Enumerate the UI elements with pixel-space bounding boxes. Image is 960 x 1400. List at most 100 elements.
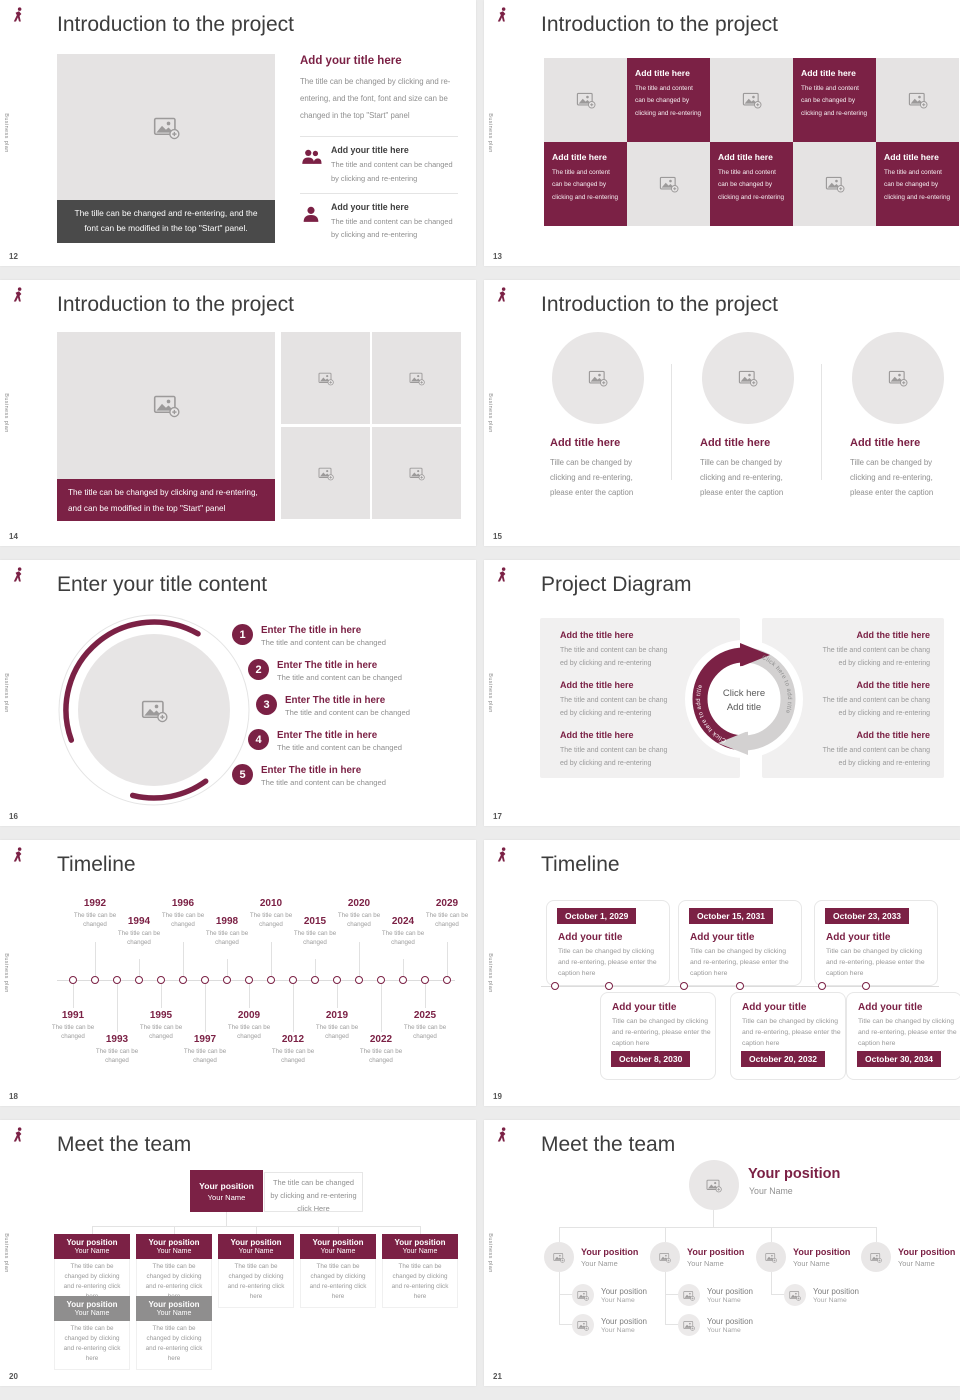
number-badge: 4 [248, 729, 269, 750]
position-label: Your position [707, 1316, 753, 1326]
image-placeholder [57, 332, 275, 479]
list-item: Add your title here The title and conten… [300, 136, 458, 192]
item-body: The title and content can be chang [822, 747, 930, 754]
brand-logo-icon [11, 286, 24, 304]
image-placeholder-icon [888, 369, 908, 387]
position-label: Your position [230, 1238, 282, 1247]
slide-14-thumbnail[interactable]: Business plan Introduction to the projec… [0, 280, 476, 546]
timeline-node [736, 982, 744, 990]
team-member: Your position Your Name [678, 1314, 753, 1336]
person-icon [300, 205, 322, 224]
timeline-node [157, 976, 165, 984]
date-badge: October 20, 2032 [741, 1051, 826, 1067]
slide-title: Introduction to the project [541, 293, 778, 316]
timeline-node [333, 976, 341, 984]
date-badge: October 15, 2031 [689, 908, 774, 924]
item-body: Title can be changed by clicking and re-… [858, 1018, 957, 1048]
connector-line [183, 942, 184, 979]
item-body: Tille can be changed by clicking and re-… [550, 458, 634, 498]
entry-body: The title can be changed [227, 1024, 271, 1041]
date-badge: October 30, 2034 [857, 1051, 942, 1067]
slide-number: 15 [493, 532, 502, 541]
list-item: Add the title here The title and content … [814, 630, 930, 671]
timeline-entry: 1993 The title can be changed [93, 1034, 141, 1066]
item-body: The title and content can be changed [261, 778, 386, 787]
date-badge: October 23, 2033 [825, 908, 910, 924]
list-item: Add the title here The title and content … [560, 630, 676, 671]
slide-15-thumbnail[interactable]: Business plan Introduction to the projec… [484, 280, 960, 546]
slide-21-thumbnail[interactable]: Business plan Meet the team Your positio… [484, 1120, 960, 1386]
timeline-node [421, 976, 429, 984]
entry-body: The title can be changed [51, 1024, 95, 1041]
name-label: Your Name [813, 1296, 847, 1304]
tile-title: Add title here [884, 152, 939, 162]
entry-body: The title can be changed [271, 1048, 315, 1065]
position-label: Your position [66, 1238, 118, 1247]
connector-line [117, 981, 118, 1032]
number-badge: 3 [256, 694, 277, 715]
connector-line [665, 1272, 666, 1325]
image-placeholder-icon [409, 466, 425, 481]
slide-16-thumbnail[interactable]: Business plan Enter your title content 1… [0, 560, 476, 826]
org-member-box: Your position Your Name The title can be … [54, 1296, 130, 1371]
position-label: Your position [898, 1246, 956, 1257]
item-body: ed by clicking and re-entering [838, 760, 930, 768]
avatar [861, 1242, 891, 1272]
slide-number: 20 [9, 1372, 18, 1381]
entry-body: The title can be changed [95, 1048, 139, 1065]
org-member-box: Your position Your Name The title can be … [382, 1234, 458, 1309]
position-label: Your position [148, 1238, 200, 1247]
name-label: Your Name [581, 1258, 618, 1268]
name-label: Your Name [601, 1296, 635, 1304]
item-title: Add title here [550, 437, 621, 449]
slide-20-thumbnail[interactable]: Business plan Meet the team Your positio… [0, 1120, 476, 1386]
image-placeholder [141, 698, 168, 728]
list-item: Add the title here The title and content … [560, 730, 676, 771]
year-label: 2024 [391, 916, 415, 927]
entry-body: The title can be changed [425, 912, 469, 929]
entry-body: The title can be changed [403, 1024, 447, 1041]
slide-number: 12 [9, 252, 18, 261]
connector-line [403, 959, 404, 979]
connector-line [559, 1227, 876, 1228]
tile-body: The title and content can be changed by … [718, 169, 785, 201]
item-title: Enter The title in here [285, 695, 386, 706]
slide-title: Meet the team [57, 1133, 192, 1156]
slide-17-thumbnail[interactable]: Business plan Project Diagram Add the ti… [484, 560, 960, 826]
image-placeholder-icon [577, 1290, 589, 1301]
timeline-entry: 1998 The title can be changed [203, 916, 251, 948]
timeline-card: Add your title Title can be changed by c… [600, 992, 716, 1080]
item-body: ed by clicking and re-entering [838, 660, 930, 668]
timeline-node [91, 976, 99, 984]
image-placeholder-icon [683, 1320, 695, 1331]
timeline-node [179, 976, 187, 984]
slide-18-thumbnail[interactable]: Business plan Timeline 1991 The title can… [0, 840, 476, 1106]
name-label: Your Name [707, 1326, 741, 1334]
feature-column: Add title here Tille can be changed by c… [850, 332, 946, 501]
slide-13-thumbnail[interactable]: Business plan Introduction to the projec… [484, 0, 960, 266]
timeline-entry: 2012 The title can be changed [269, 1034, 317, 1066]
slide-12-thumbnail[interactable]: Business plan Introduction to the projec… [0, 0, 476, 266]
entry-body: The title can be changed [183, 1048, 227, 1065]
image-placeholder-icon [141, 698, 168, 723]
side-label: Business plan [487, 1233, 493, 1273]
slide-title: Meet the team [541, 1133, 676, 1156]
position-label: Your position [199, 1180, 254, 1191]
image-placeholder-icon [825, 175, 845, 193]
list-item: 4 Enter The title in here The title and c… [248, 729, 410, 752]
year-label: 1993 [105, 1034, 129, 1045]
side-label: Business plan [3, 673, 9, 713]
item-title: Add the title here [856, 730, 930, 740]
tile-body: The title and content can be changed by … [884, 169, 951, 201]
timeline-node [399, 976, 407, 984]
connector-line [161, 981, 162, 1008]
slide-number: 17 [493, 812, 502, 821]
item-title: Add the title here [560, 680, 634, 690]
image-placeholder [702, 332, 794, 424]
slide-19-thumbnail[interactable]: Business plan Timeline October 1, 2029 A… [484, 840, 960, 1106]
list-item: 2 Enter The title in here The title and c… [248, 659, 410, 682]
item-body: The title and content can be changed [277, 743, 402, 752]
item-title: Enter The title in here [261, 765, 362, 776]
item-body: Title can be changed by clicking and re-… [612, 1018, 711, 1048]
